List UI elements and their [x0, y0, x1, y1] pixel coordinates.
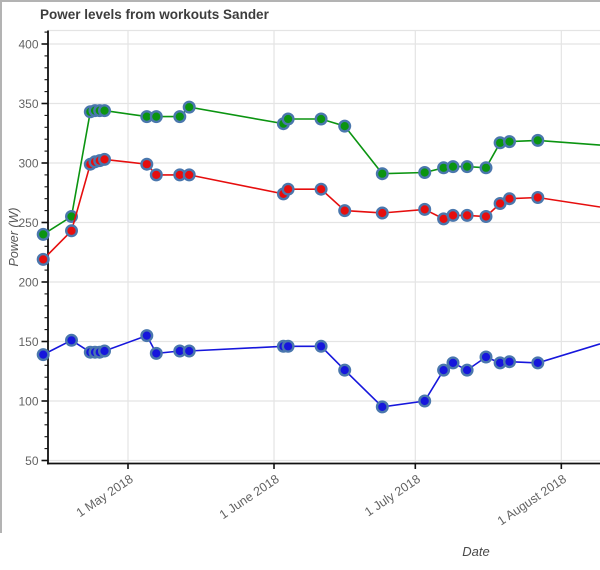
x-tick-label: 1 August 2018 — [495, 472, 569, 528]
green-series-point — [375, 167, 389, 181]
blue-series-point — [531, 356, 545, 370]
x-axis-title: Date — [462, 544, 490, 559]
red-series-point — [338, 204, 352, 218]
green-series-point — [418, 165, 432, 179]
blue-series — [36, 329, 600, 414]
blue-series-point — [281, 339, 295, 353]
red-series-point — [503, 192, 517, 206]
green-series-line — [42, 106, 600, 236]
green-series-point — [446, 160, 460, 174]
red-series-point — [531, 190, 545, 204]
red-series-point — [149, 168, 163, 182]
blue-series-point — [97, 344, 111, 358]
green-series-point — [97, 104, 111, 118]
blue-series-point — [149, 346, 163, 360]
red-series-line — [42, 158, 600, 260]
green-series — [36, 100, 600, 241]
red-series-point — [182, 168, 196, 182]
blue-series-point — [503, 355, 517, 369]
blue-series-point — [36, 348, 50, 362]
blue-series-point — [64, 333, 78, 347]
blue-series-point — [314, 339, 328, 353]
green-series-point — [36, 227, 50, 241]
red-series — [36, 152, 600, 266]
red-series-point — [446, 208, 460, 222]
x-tick-label: 1 July 2018 — [362, 472, 423, 519]
frame-border-left — [0, 0, 2, 533]
green-series-point — [281, 112, 295, 126]
frame-border-top — [0, 0, 600, 2]
y-tick-label: 100 — [18, 394, 38, 408]
red-series-point — [36, 252, 50, 266]
x-tick-label: 1 May 2018 — [74, 472, 136, 520]
blue-series-point — [338, 363, 352, 377]
red-series-point — [460, 208, 474, 222]
green-series-point — [503, 135, 517, 149]
red-series-point — [97, 152, 111, 166]
blue-series-point — [479, 350, 493, 364]
green-series-point — [479, 161, 493, 175]
red-series-point — [375, 206, 389, 220]
blue-series-point — [182, 344, 196, 358]
y-tick-label: 150 — [18, 335, 38, 349]
y-tick-label: 400 — [18, 37, 38, 51]
y-tick-label: 50 — [25, 454, 39, 468]
red-series-point — [418, 202, 432, 216]
y-tick-label: 200 — [18, 275, 38, 289]
red-series-point — [479, 209, 493, 223]
blue-series-point — [460, 363, 474, 377]
x-tick-label: 1 June 2018 — [217, 472, 282, 522]
blue-series-point — [446, 356, 460, 370]
blue-series-point — [375, 400, 389, 414]
blue-series-point — [437, 363, 451, 377]
green-series-point — [149, 110, 163, 124]
green-series-point — [314, 112, 328, 126]
green-series-point — [531, 133, 545, 147]
red-series-point — [140, 157, 154, 171]
y-tick-label: 350 — [18, 97, 38, 111]
y-tick-label: 250 — [18, 216, 38, 230]
green-series-point — [182, 100, 196, 114]
red-series-point — [281, 182, 295, 196]
chart-title: Power levels from workouts Sander — [40, 7, 269, 22]
y-axis-title: Power (W) — [7, 207, 21, 267]
red-series-point — [314, 182, 328, 196]
green-series-point — [460, 160, 474, 174]
green-series-point — [173, 110, 187, 124]
green-series-point — [338, 119, 352, 133]
red-series-point — [64, 224, 78, 238]
blue-series-point — [418, 394, 432, 408]
blue-series-point — [140, 329, 154, 343]
gridlines — [48, 29, 600, 464]
y-tick-label: 300 — [18, 156, 38, 170]
